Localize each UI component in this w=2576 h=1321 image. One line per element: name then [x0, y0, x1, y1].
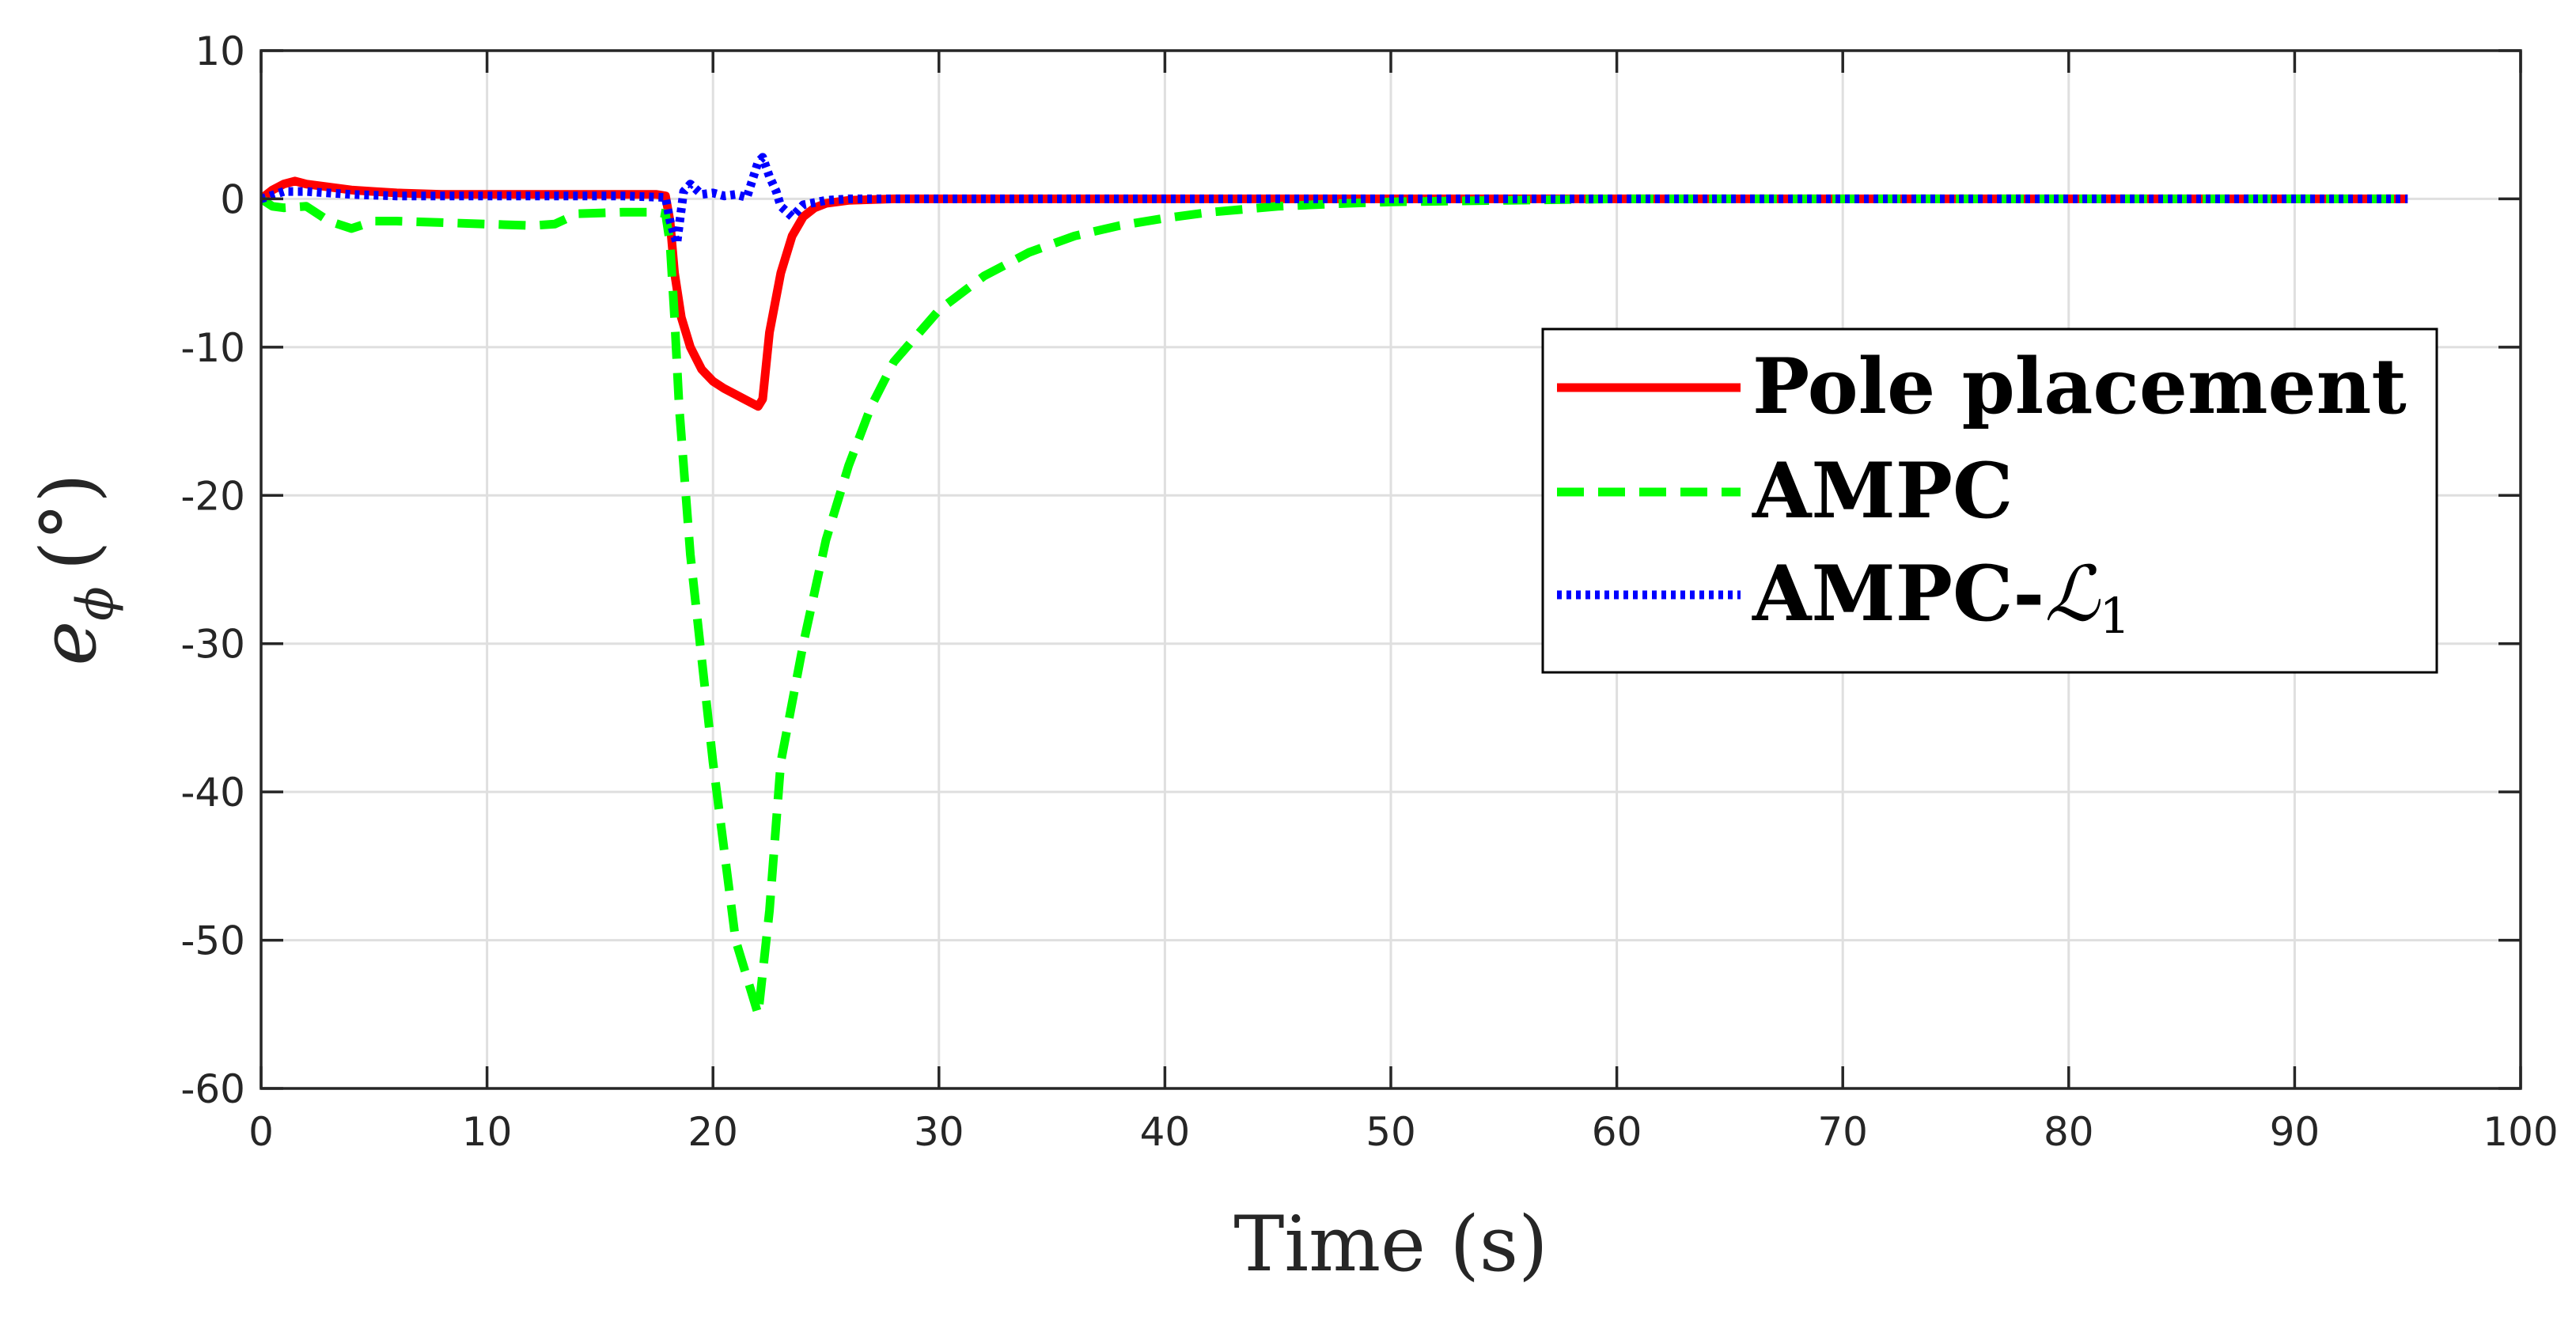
y-tick-label: -30	[180, 622, 245, 668]
y-tick-label: -10	[180, 325, 245, 371]
x-tick-label: 10	[462, 1109, 513, 1155]
x-tick-label: 50	[1366, 1109, 1416, 1155]
y-tick-label: -60	[180, 1066, 245, 1112]
axis-ticks: 0 10 20 30 40 50 60 70 80 90 100100-10-20-30-40-50…	[180, 28, 2558, 1155]
x-tick-label: 70	[1817, 1109, 1868, 1155]
series-line-3	[261, 153, 2408, 248]
x-tick-label: 80	[2044, 1109, 2094, 1155]
x-tick-label: 40	[1140, 1109, 1191, 1155]
y-axis-title: eϕ (°)	[25, 473, 125, 665]
legend-label-2: AMPC	[1752, 446, 2013, 536]
y-axis-title-symbol: e	[25, 621, 113, 666]
y-tick-label: -20	[180, 473, 245, 519]
y-axis-title-subscript: ϕ	[66, 586, 125, 621]
legend: Pole placement AMPC AMPC-ℒ1	[1541, 327, 2438, 674]
y-tick-label: -50	[180, 918, 245, 964]
series-lines	[261, 153, 2408, 1019]
x-tick-label: 20	[688, 1109, 738, 1155]
y-tick-label: 0	[220, 176, 245, 222]
y-tick-label: -40	[180, 770, 245, 816]
x-tick-label: 90	[2270, 1109, 2320, 1155]
y-tick-label: 10	[195, 28, 245, 74]
x-tick-label: 30	[914, 1109, 964, 1155]
x-tick-label: 60	[1592, 1109, 1642, 1155]
series-line-2	[261, 194, 2408, 1019]
svg-text:eϕ(°): eϕ (°)	[25, 473, 125, 665]
x-axis-title: Time (s)	[1233, 1200, 1547, 1289]
legend-label-3: AMPC-ℒ1	[1752, 549, 2131, 645]
legend-label-1: Pole placement	[1752, 342, 2407, 431]
x-tick-label: 100	[2483, 1109, 2558, 1155]
y-axis-title-unit: (°)	[25, 473, 113, 570]
x-tick-label: 0	[248, 1109, 274, 1155]
